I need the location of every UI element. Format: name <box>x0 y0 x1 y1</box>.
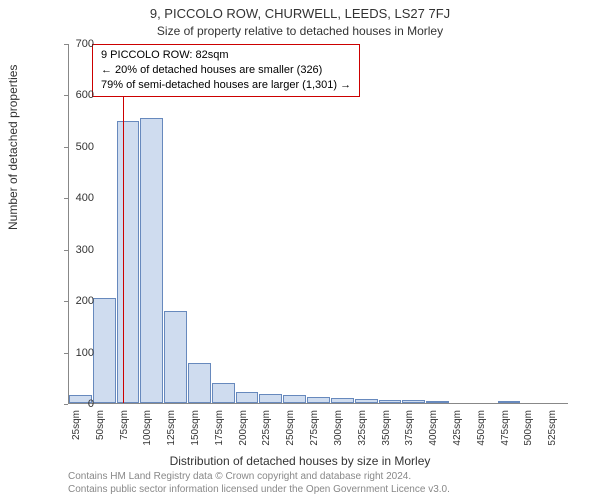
histogram-bar <box>283 395 306 403</box>
x-tick-label: 250sqm <box>285 410 296 446</box>
info-line-3: 79% of semi-detached houses are larger (… <box>101 78 351 93</box>
y-tick-mark <box>64 95 68 96</box>
y-tick-mark <box>64 404 68 405</box>
x-tick-label: 375sqm <box>404 410 415 446</box>
y-tick-label: 0 <box>88 398 94 410</box>
y-tick-label: 300 <box>76 244 94 256</box>
histogram-bar <box>331 398 354 403</box>
property-marker-line <box>123 44 124 403</box>
x-axis-label: Distribution of detached houses by size … <box>0 454 600 468</box>
histogram-bar <box>164 311 187 403</box>
y-axis-label: Number of detached properties <box>6 65 20 230</box>
y-tick-label: 500 <box>76 141 94 153</box>
x-tick-label: 50sqm <box>95 410 106 440</box>
y-tick-mark <box>64 44 68 45</box>
histogram-bar <box>426 401 449 403</box>
y-tick-mark <box>64 301 68 302</box>
histogram-bar <box>140 118 163 403</box>
x-tick-label: 100sqm <box>142 410 153 446</box>
x-tick-label: 125sqm <box>166 410 177 446</box>
histogram-bar <box>379 400 402 403</box>
info-line-2: ← 20% of detached houses are smaller (32… <box>101 63 351 78</box>
histogram-bar <box>236 392 259 403</box>
y-tick-label: 200 <box>76 295 94 307</box>
histogram-bar <box>498 401 521 403</box>
footer-line-2: Contains public sector information licen… <box>68 484 450 497</box>
y-tick-mark <box>64 147 68 148</box>
histogram-bar <box>117 121 140 403</box>
footer-text: Contains HM Land Registry data © Crown c… <box>68 471 450 496</box>
y-tick-label: 700 <box>76 38 94 50</box>
x-tick-label: 300sqm <box>333 410 344 446</box>
y-tick-label: 400 <box>76 192 94 204</box>
y-tick-mark <box>64 353 68 354</box>
x-tick-label: 400sqm <box>428 410 439 446</box>
info-line-1: 9 PICCOLO ROW: 82sqm <box>101 48 351 63</box>
x-tick-label: 475sqm <box>500 410 511 446</box>
histogram-bar <box>188 363 211 403</box>
x-tick-label: 75sqm <box>119 410 130 440</box>
plot-area <box>68 44 568 404</box>
footer-line-1: Contains HM Land Registry data © Crown c… <box>68 471 450 484</box>
x-tick-label: 325sqm <box>357 410 368 446</box>
x-tick-label: 425sqm <box>452 410 463 446</box>
x-tick-label: 175sqm <box>214 410 225 446</box>
histogram-bar <box>93 298 116 403</box>
x-tick-label: 525sqm <box>547 410 558 446</box>
info-box: 9 PICCOLO ROW: 82sqm ← 20% of detached h… <box>92 44 360 97</box>
histogram-bar <box>307 397 330 403</box>
histogram-bar <box>355 399 378 403</box>
histogram-bar <box>402 400 425 403</box>
x-tick-label: 200sqm <box>238 410 249 446</box>
y-tick-mark <box>64 198 68 199</box>
x-tick-label: 500sqm <box>523 410 534 446</box>
x-tick-label: 25sqm <box>71 410 82 440</box>
chart-subtitle: Size of property relative to detached ho… <box>0 24 600 38</box>
x-tick-label: 450sqm <box>476 410 487 446</box>
x-tick-label: 225sqm <box>261 410 272 446</box>
histogram-bar <box>212 383 235 403</box>
chart-title: 9, PICCOLO ROW, CHURWELL, LEEDS, LS27 7F… <box>0 6 600 21</box>
x-tick-label: 150sqm <box>190 410 201 446</box>
y-tick-mark <box>64 250 68 251</box>
histogram-bar <box>259 394 282 403</box>
x-tick-label: 350sqm <box>381 410 392 446</box>
y-tick-label: 100 <box>76 347 94 359</box>
x-tick-label: 275sqm <box>309 410 320 446</box>
y-tick-label: 600 <box>76 89 94 101</box>
